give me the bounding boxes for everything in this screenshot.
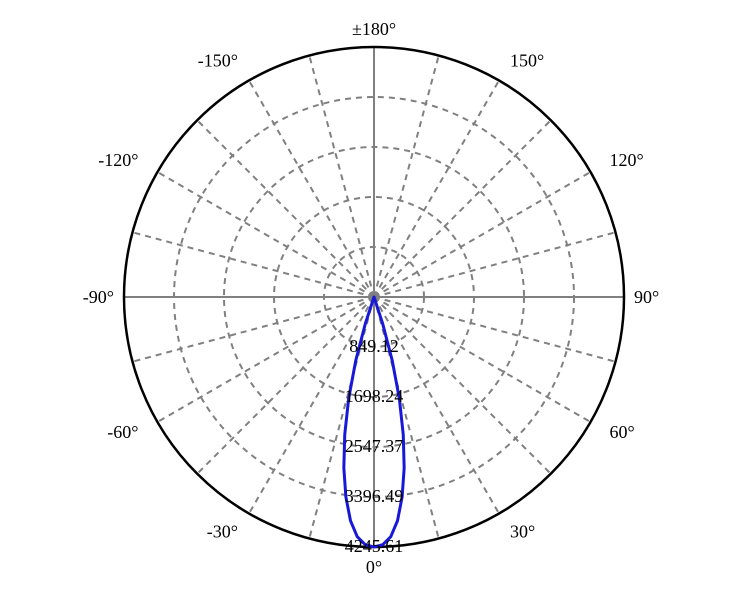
- angle-tick-label: -30°: [207, 522, 238, 542]
- angle-tick-label: -60°: [107, 422, 138, 442]
- angle-tick-label: ±180°: [352, 19, 396, 39]
- polar-chart: 849.12 1698.24 2547.37 3396.49 4245.61 ±180° -…: [0, 0, 748, 594]
- angle-tick-label: 90°: [634, 287, 659, 307]
- radial-tick-label: 849.12: [349, 336, 399, 356]
- angle-tick-label: -90°: [83, 287, 114, 307]
- radial-tick-label: 3396.49: [345, 486, 404, 506]
- radial-tick-label: 4245.61: [345, 536, 404, 556]
- radial-tick-label: 2547.37: [345, 436, 404, 456]
- angle-tick-label: 120°: [610, 150, 644, 170]
- angle-tick-label: 0°: [366, 557, 382, 577]
- angle-tick-label: 30°: [510, 522, 535, 542]
- angle-tick-label: -120°: [98, 150, 138, 170]
- angle-tick-label: 60°: [610, 422, 635, 442]
- angle-tick-label: 150°: [510, 50, 544, 70]
- angle-tick-label: -150°: [198, 50, 238, 70]
- radial-tick-label: 1698.24: [345, 386, 404, 406]
